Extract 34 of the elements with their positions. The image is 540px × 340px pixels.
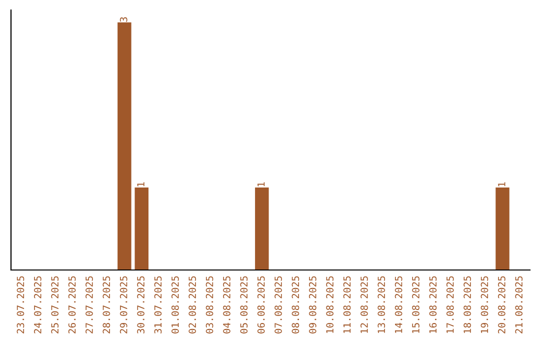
- x-tick-label: 17.08.2025: [446, 276, 454, 333]
- x-tick-label: 07.08.2025: [274, 276, 282, 334]
- x-tick-label: 02.08.2025: [188, 276, 196, 334]
- x-tick-label: 25.07.2025: [51, 276, 59, 334]
- x-tick-label: 12.08.2025: [360, 276, 368, 333]
- x-tick-label: 14.08.2025: [394, 276, 402, 333]
- data-label: 1: [498, 182, 506, 186]
- x-tick-label: 08.08.2025: [292, 276, 300, 334]
- x-tick-label: 04.08.2025: [223, 276, 230, 334]
- x-tick-label: 03.08.2025: [206, 276, 214, 334]
- data-label: 1: [258, 182, 265, 186]
- x-tick-label: 19.08.2025: [480, 276, 488, 333]
- x-tick-label: 20.08.2025: [498, 276, 506, 334]
- x-tick-label: 05.08.2025: [240, 276, 248, 334]
- x-tick-label: 26.07.2025: [68, 276, 76, 334]
- x-tick-label: 23.07.2025: [16, 276, 24, 334]
- x-tick-label: 15.08.2025: [412, 276, 420, 333]
- x-tick-label: 28.07.2025: [102, 276, 110, 334]
- x-tick-label: 10.08.2025: [326, 276, 334, 333]
- x-tick-label: 11.08.2025: [343, 276, 351, 333]
- data-label: 1: [137, 182, 144, 186]
- x-tick-label: 27.07.2025: [86, 276, 93, 334]
- x-tick-label: 01.08.2025: [171, 276, 179, 334]
- x-tick-label: 21.08.2025: [515, 276, 523, 334]
- x-tick-label: 24.07.2025: [34, 276, 42, 334]
- x-tick-label: 30.07.2025: [137, 276, 144, 334]
- x-tick-label: 16.08.2025: [429, 276, 437, 333]
- x-tick-label: 29.07.2025: [120, 276, 128, 334]
- data-label: 3: [120, 17, 128, 22]
- x-tick-label: 09.08.2025: [308, 276, 316, 334]
- x-tick-label: 13.08.2025: [378, 276, 386, 333]
- x-tick-label: 31.07.2025: [154, 276, 162, 334]
- x-tick-label: 06.08.2025: [257, 276, 265, 334]
- x-tick-label: 18.08.2025: [464, 276, 471, 333]
